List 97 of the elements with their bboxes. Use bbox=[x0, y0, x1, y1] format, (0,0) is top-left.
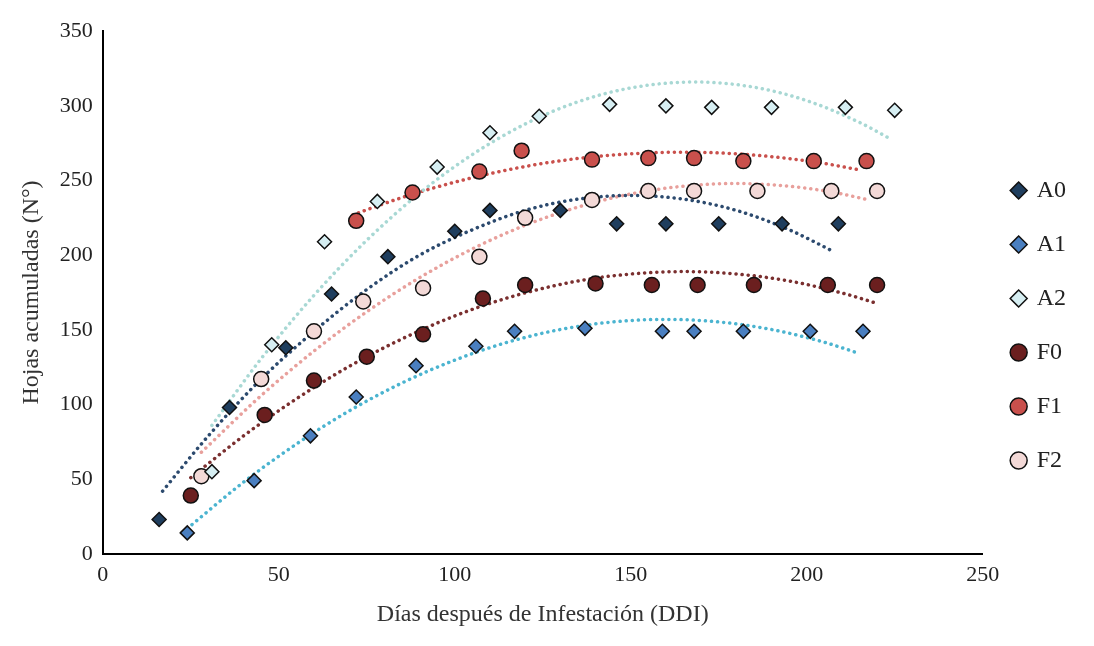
point bbox=[246, 472, 262, 489]
y-tick-label: 350 bbox=[59, 16, 93, 42]
x-tick-label: 250 bbox=[966, 560, 1000, 586]
point bbox=[513, 142, 530, 159]
point bbox=[404, 184, 421, 201]
point bbox=[506, 323, 523, 340]
point bbox=[868, 182, 886, 200]
point bbox=[749, 182, 766, 200]
point bbox=[316, 233, 333, 250]
point bbox=[643, 276, 661, 294]
point bbox=[414, 279, 432, 297]
point bbox=[474, 290, 492, 307]
point bbox=[763, 99, 780, 116]
legend-label: F0 bbox=[1036, 337, 1063, 364]
point bbox=[685, 182, 703, 200]
point bbox=[640, 149, 657, 167]
point bbox=[608, 216, 625, 232]
point bbox=[745, 276, 763, 294]
x-axis-title: Días después de Infestación (DDI) bbox=[376, 599, 709, 626]
point bbox=[685, 149, 703, 167]
point bbox=[179, 525, 196, 541]
point bbox=[855, 323, 871, 340]
point bbox=[151, 511, 167, 528]
point bbox=[735, 152, 752, 170]
point bbox=[686, 323, 702, 340]
point bbox=[516, 276, 534, 294]
point bbox=[823, 182, 840, 200]
point bbox=[577, 320, 593, 337]
point bbox=[347, 212, 365, 230]
point bbox=[868, 276, 886, 294]
y-tick-label: 150 bbox=[59, 315, 93, 341]
point bbox=[689, 276, 706, 294]
point bbox=[837, 99, 854, 116]
point bbox=[830, 216, 847, 232]
point bbox=[348, 389, 364, 405]
legend-label: F1 bbox=[1036, 391, 1063, 418]
y-axis-title: Hojas acumuladas (N°) bbox=[16, 180, 43, 405]
point bbox=[369, 193, 386, 210]
point bbox=[703, 99, 720, 116]
point bbox=[354, 293, 372, 310]
point bbox=[429, 159, 445, 175]
legend-label: F2 bbox=[1036, 445, 1063, 472]
point bbox=[380, 248, 396, 265]
x-tick-label: 50 bbox=[267, 560, 290, 586]
point bbox=[531, 108, 547, 125]
point bbox=[408, 357, 424, 374]
point bbox=[263, 337, 280, 353]
x-tick-label: 0 bbox=[97, 560, 109, 586]
point bbox=[471, 163, 488, 180]
point bbox=[252, 370, 270, 388]
point bbox=[256, 406, 273, 424]
y-tick-label: 200 bbox=[59, 240, 93, 266]
point bbox=[805, 152, 822, 170]
point bbox=[204, 463, 220, 480]
point bbox=[468, 338, 484, 354]
point bbox=[482, 124, 498, 141]
x-tick-label: 200 bbox=[790, 560, 824, 586]
point bbox=[302, 428, 319, 444]
y-tick-label: 50 bbox=[70, 464, 93, 490]
point bbox=[471, 248, 488, 265]
point bbox=[658, 98, 674, 114]
y-tick-label: 300 bbox=[59, 91, 93, 117]
legend-label: A1 bbox=[1036, 229, 1067, 256]
y-tick-label: 250 bbox=[59, 166, 93, 192]
x-tick-label: 150 bbox=[614, 560, 648, 586]
point bbox=[658, 216, 674, 232]
point bbox=[305, 372, 323, 389]
point bbox=[482, 202, 498, 219]
point bbox=[735, 323, 752, 340]
point bbox=[323, 286, 340, 302]
point bbox=[552, 202, 569, 219]
point bbox=[802, 323, 818, 340]
y-tick-label: 100 bbox=[59, 390, 93, 416]
point bbox=[193, 467, 210, 485]
point bbox=[182, 487, 200, 504]
point bbox=[710, 216, 727, 232]
point bbox=[601, 96, 618, 113]
x-tick-label: 100 bbox=[438, 560, 472, 586]
point bbox=[305, 323, 323, 340]
point bbox=[774, 216, 790, 232]
point bbox=[819, 276, 837, 294]
point bbox=[858, 152, 875, 170]
point bbox=[221, 399, 238, 416]
point bbox=[640, 182, 657, 200]
point bbox=[654, 323, 671, 340]
legend-label: A2 bbox=[1036, 283, 1067, 310]
point bbox=[516, 209, 534, 227]
point bbox=[447, 223, 463, 240]
point bbox=[358, 348, 376, 365]
point bbox=[587, 275, 604, 292]
point bbox=[583, 151, 601, 168]
point bbox=[278, 340, 294, 356]
legend-label: A0 bbox=[1036, 175, 1067, 202]
point bbox=[583, 191, 601, 209]
point bbox=[414, 326, 432, 343]
y-tick-label: 0 bbox=[81, 539, 93, 565]
point bbox=[886, 102, 903, 119]
